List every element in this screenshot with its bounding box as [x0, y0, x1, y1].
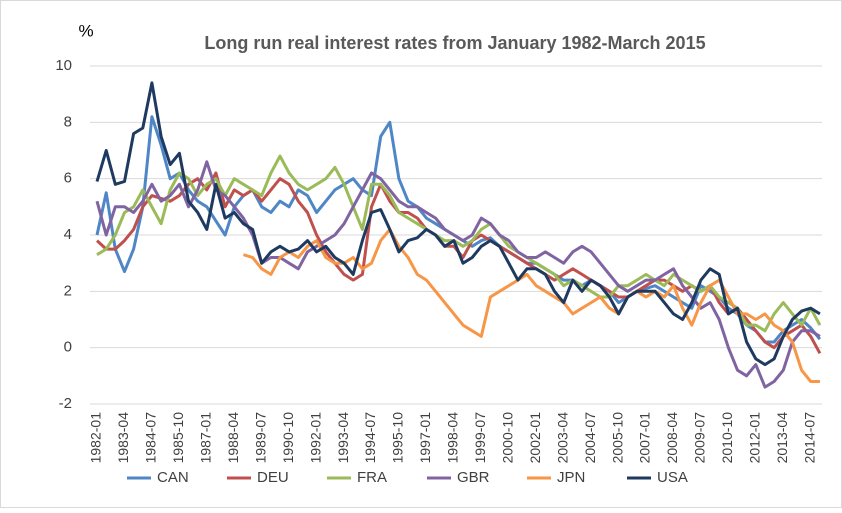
x-tick-label: 2003-04 — [554, 412, 570, 464]
x-tick-label: 1997-01 — [417, 412, 433, 464]
legend-label: GBR — [457, 469, 490, 486]
x-tick-label: 2009-07 — [692, 412, 708, 464]
y-tick-label: 10 — [55, 57, 72, 74]
x-tick-label: 2013-04 — [774, 412, 790, 464]
x-tick-label: 1985-10 — [170, 412, 186, 464]
x-tick-label: 1990-10 — [280, 412, 296, 464]
x-tick-label: 1992-01 — [307, 412, 323, 464]
x-tick-label: 1993-04 — [335, 412, 351, 464]
x-tick-label: 1983-04 — [115, 412, 131, 464]
x-tick-label: 1987-01 — [198, 412, 214, 464]
x-tick-label: 2004-07 — [582, 412, 598, 464]
x-tick-label: 2007-01 — [637, 412, 653, 464]
x-tick-label: 1998-04 — [445, 412, 461, 464]
y-tick-label: 6 — [64, 170, 72, 187]
legend-label: DEU — [257, 469, 289, 486]
x-tick-label: 1984-07 — [143, 412, 159, 464]
x-tick-label: 2012-01 — [747, 412, 763, 464]
legend-label: CAN — [157, 469, 189, 486]
y-axis-label: % — [78, 21, 93, 40]
y-tick-label: 4 — [64, 226, 72, 243]
y-tick-label: 2 — [64, 282, 72, 299]
x-tick-label: 2005-10 — [609, 412, 625, 464]
x-tick-label: 1982-01 — [88, 412, 104, 464]
x-tick-label: 2002-01 — [527, 412, 543, 464]
x-tick-label: 2010-10 — [719, 412, 735, 464]
x-tick-label: 1999-07 — [472, 412, 488, 464]
legend-label: USA — [657, 469, 688, 486]
x-tick-label: 1995-10 — [390, 412, 406, 464]
y-tick-label: -2 — [59, 395, 72, 412]
x-tick-label: 2008-04 — [664, 412, 680, 464]
legend-label: FRA — [357, 469, 387, 486]
chart-title: Long run real interest rates from Januar… — [204, 33, 705, 53]
series-line — [95, 81, 821, 367]
x-tick-label: 1989-07 — [252, 412, 268, 464]
legend-label: JPN — [557, 469, 585, 486]
x-tick-label: 1988-04 — [225, 412, 241, 464]
y-tick-label: 8 — [64, 113, 72, 130]
y-tick-label: 0 — [64, 339, 72, 356]
x-tick-label: 2000-10 — [499, 412, 515, 464]
series-line — [96, 154, 822, 333]
x-tick-label: 2014-07 — [801, 412, 817, 464]
x-tick-label: 1994-07 — [362, 412, 378, 464]
